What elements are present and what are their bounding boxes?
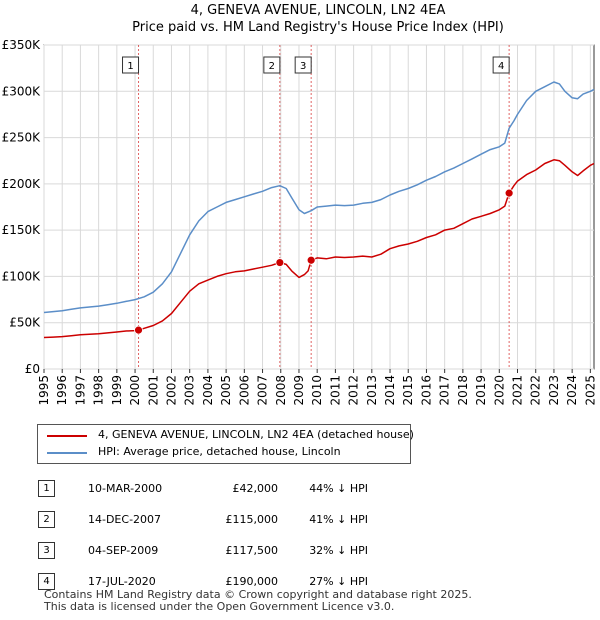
sale-point-4	[504, 188, 514, 198]
y-axis: £0 £50K £100K £150K £200K £250K £300K £350K	[2, 38, 42, 376]
x-tick-label: 2025	[583, 375, 597, 406]
sale-marker-lines	[138, 45, 510, 369]
x-tick-label: 2024	[565, 375, 579, 406]
transaction-hpi: 32% ↓ HPI	[309, 544, 368, 557]
sale-label-box	[263, 56, 281, 74]
x-tick-label: 2005	[219, 375, 233, 406]
attribution-line1: Contains HM Land Registry data © Crown c…	[44, 588, 472, 601]
x-tick-label: 2010	[310, 375, 324, 406]
y-tick-label: £100K	[2, 269, 42, 283]
x-tick-label: 2014	[383, 375, 397, 406]
y-tick-label: £350K	[2, 38, 42, 52]
x-tick-label: 2022	[529, 375, 543, 406]
transaction-hpi: 41% ↓ HPI	[309, 513, 368, 526]
chart-title-line2: Price paid vs. HM Land Registry's House …	[132, 20, 504, 35]
transactions-table: 1 10-MAR-2000 £42,000 44% ↓ HPI 2 14-DEC…	[38, 473, 368, 597]
price-chart: 4, GENEVA AVENUE, LINCOLN, LN2 4EA Price…	[2, 3, 598, 406]
sale-labels: 1 2 3 4	[122, 56, 510, 74]
legend-hpi-label: HPI: Average price, detached house, Linc…	[98, 445, 341, 458]
x-tick-label: 2003	[183, 375, 197, 406]
table-row: 2 14-DEC-2007 £115,000 41% ↓ HPI	[38, 504, 368, 535]
x-tick-label: 2013	[365, 375, 379, 406]
legend-item-hpi: HPI: Average price, detached house, Linc…	[38, 444, 410, 460]
x-tick-label: 2004	[201, 375, 215, 406]
x-tick-label: 2017	[438, 375, 452, 406]
x-tick-label: 2015	[401, 375, 415, 406]
attribution: Contains HM Land Registry data © Crown c…	[44, 589, 472, 613]
transaction-date: 10-MAR-2000	[88, 482, 163, 495]
chart-title-line1: 4, GENEVA AVENUE, LINCOLN, LN2 4EA	[191, 3, 446, 18]
sale-point-1	[134, 325, 143, 335]
x-tick-label: 2000	[128, 375, 142, 406]
x-tick-label: 2016	[419, 375, 433, 406]
transaction-number: 2	[38, 511, 55, 528]
legend-property-swatch	[47, 435, 87, 437]
x-tick-label: 1996	[55, 375, 69, 406]
grid	[43, 44, 594, 370]
y-tick-label: £250K	[2, 131, 42, 145]
sale-points	[134, 188, 514, 335]
legend: 4, GENEVA AVENUE, LINCOLN, LN2 4EA (deta…	[37, 424, 414, 464]
sale-label-number: 1	[127, 61, 133, 72]
transaction-date: 17-JUL-2020	[88, 575, 156, 588]
transaction-price: £115,000	[225, 513, 279, 526]
transaction-date: 14-DEC-2007	[88, 513, 162, 526]
legend-hpi-swatch	[47, 452, 87, 454]
legend-property-label: 4, GENEVA AVENUE, LINCOLN, LN2 4EA (deta…	[98, 428, 414, 441]
y-tick-label: £300K	[2, 84, 42, 98]
transaction-hpi: 27% ↓ HPI	[309, 575, 368, 588]
x-tick-label: 2008	[274, 375, 288, 406]
transaction-date: 04-SEP-2009	[88, 544, 159, 557]
transaction-number: 1	[38, 480, 55, 497]
x-tick-label: 2023	[547, 375, 561, 406]
transaction-number: 3	[38, 542, 55, 559]
attribution-line2: This data is licensed under the Open Gov…	[44, 600, 395, 613]
x-tick-label: 2007	[256, 375, 270, 406]
x-tick-label: 2001	[146, 375, 160, 406]
x-tick-label: 2006	[237, 375, 251, 406]
transaction-hpi: 44% ↓ HPI	[309, 482, 368, 495]
x-tick-label: 2019	[474, 375, 488, 406]
sale-point-2	[275, 258, 285, 267]
sale-point-3	[306, 255, 316, 265]
sale-label-box	[122, 56, 140, 74]
x-tick-label: 1998	[92, 375, 106, 406]
y-tick-label: £150K	[2, 223, 42, 237]
y-tick-label: £50K	[9, 316, 41, 330]
transaction-price: £190,000	[225, 575, 279, 588]
transaction-number: 4	[38, 573, 55, 590]
x-tick-label: 2021	[511, 375, 525, 406]
y-tick-label: £200K	[2, 177, 42, 191]
y-tick-label: £0	[25, 362, 40, 376]
x-tick-label: 2009	[292, 375, 306, 406]
transaction-price: £42,000	[232, 482, 279, 495]
x-tick-label: 2002	[164, 375, 178, 406]
sale-label-box	[492, 56, 510, 74]
hpi-line	[43, 81, 595, 314]
x-tick-label: 2018	[456, 375, 470, 406]
transaction-price: £117,500	[225, 544, 279, 557]
x-tick-label: 2011	[328, 375, 342, 406]
x-tick-label: 1995	[37, 375, 51, 406]
x-tick-label: 1997	[73, 375, 87, 406]
sale-label-number: 2	[269, 61, 275, 72]
sale-label-box	[294, 56, 312, 74]
x-tick-label: 1999	[110, 375, 124, 406]
table-row: 4 17-JUL-2020 £190,000 27% ↓ HPI	[38, 566, 368, 597]
x-tick-label: 2020	[492, 375, 506, 406]
x-tick-label: 2012	[347, 375, 361, 406]
legend-item-property: 4, GENEVA AVENUE, LINCOLN, LN2 4EA (deta…	[38, 427, 414, 443]
sale-label-number: 3	[300, 61, 306, 72]
table-row: 1 10-MAR-2000 £42,000 44% ↓ HPI	[38, 473, 368, 504]
x-axis: 1995 1996 1997 1998 1999 2000 2001 2002 2003 2004…	[37, 369, 597, 406]
table-row: 3 04-SEP-2009 £117,500 32% ↓ HPI	[38, 535, 368, 566]
sale-label-number: 4	[498, 61, 504, 72]
